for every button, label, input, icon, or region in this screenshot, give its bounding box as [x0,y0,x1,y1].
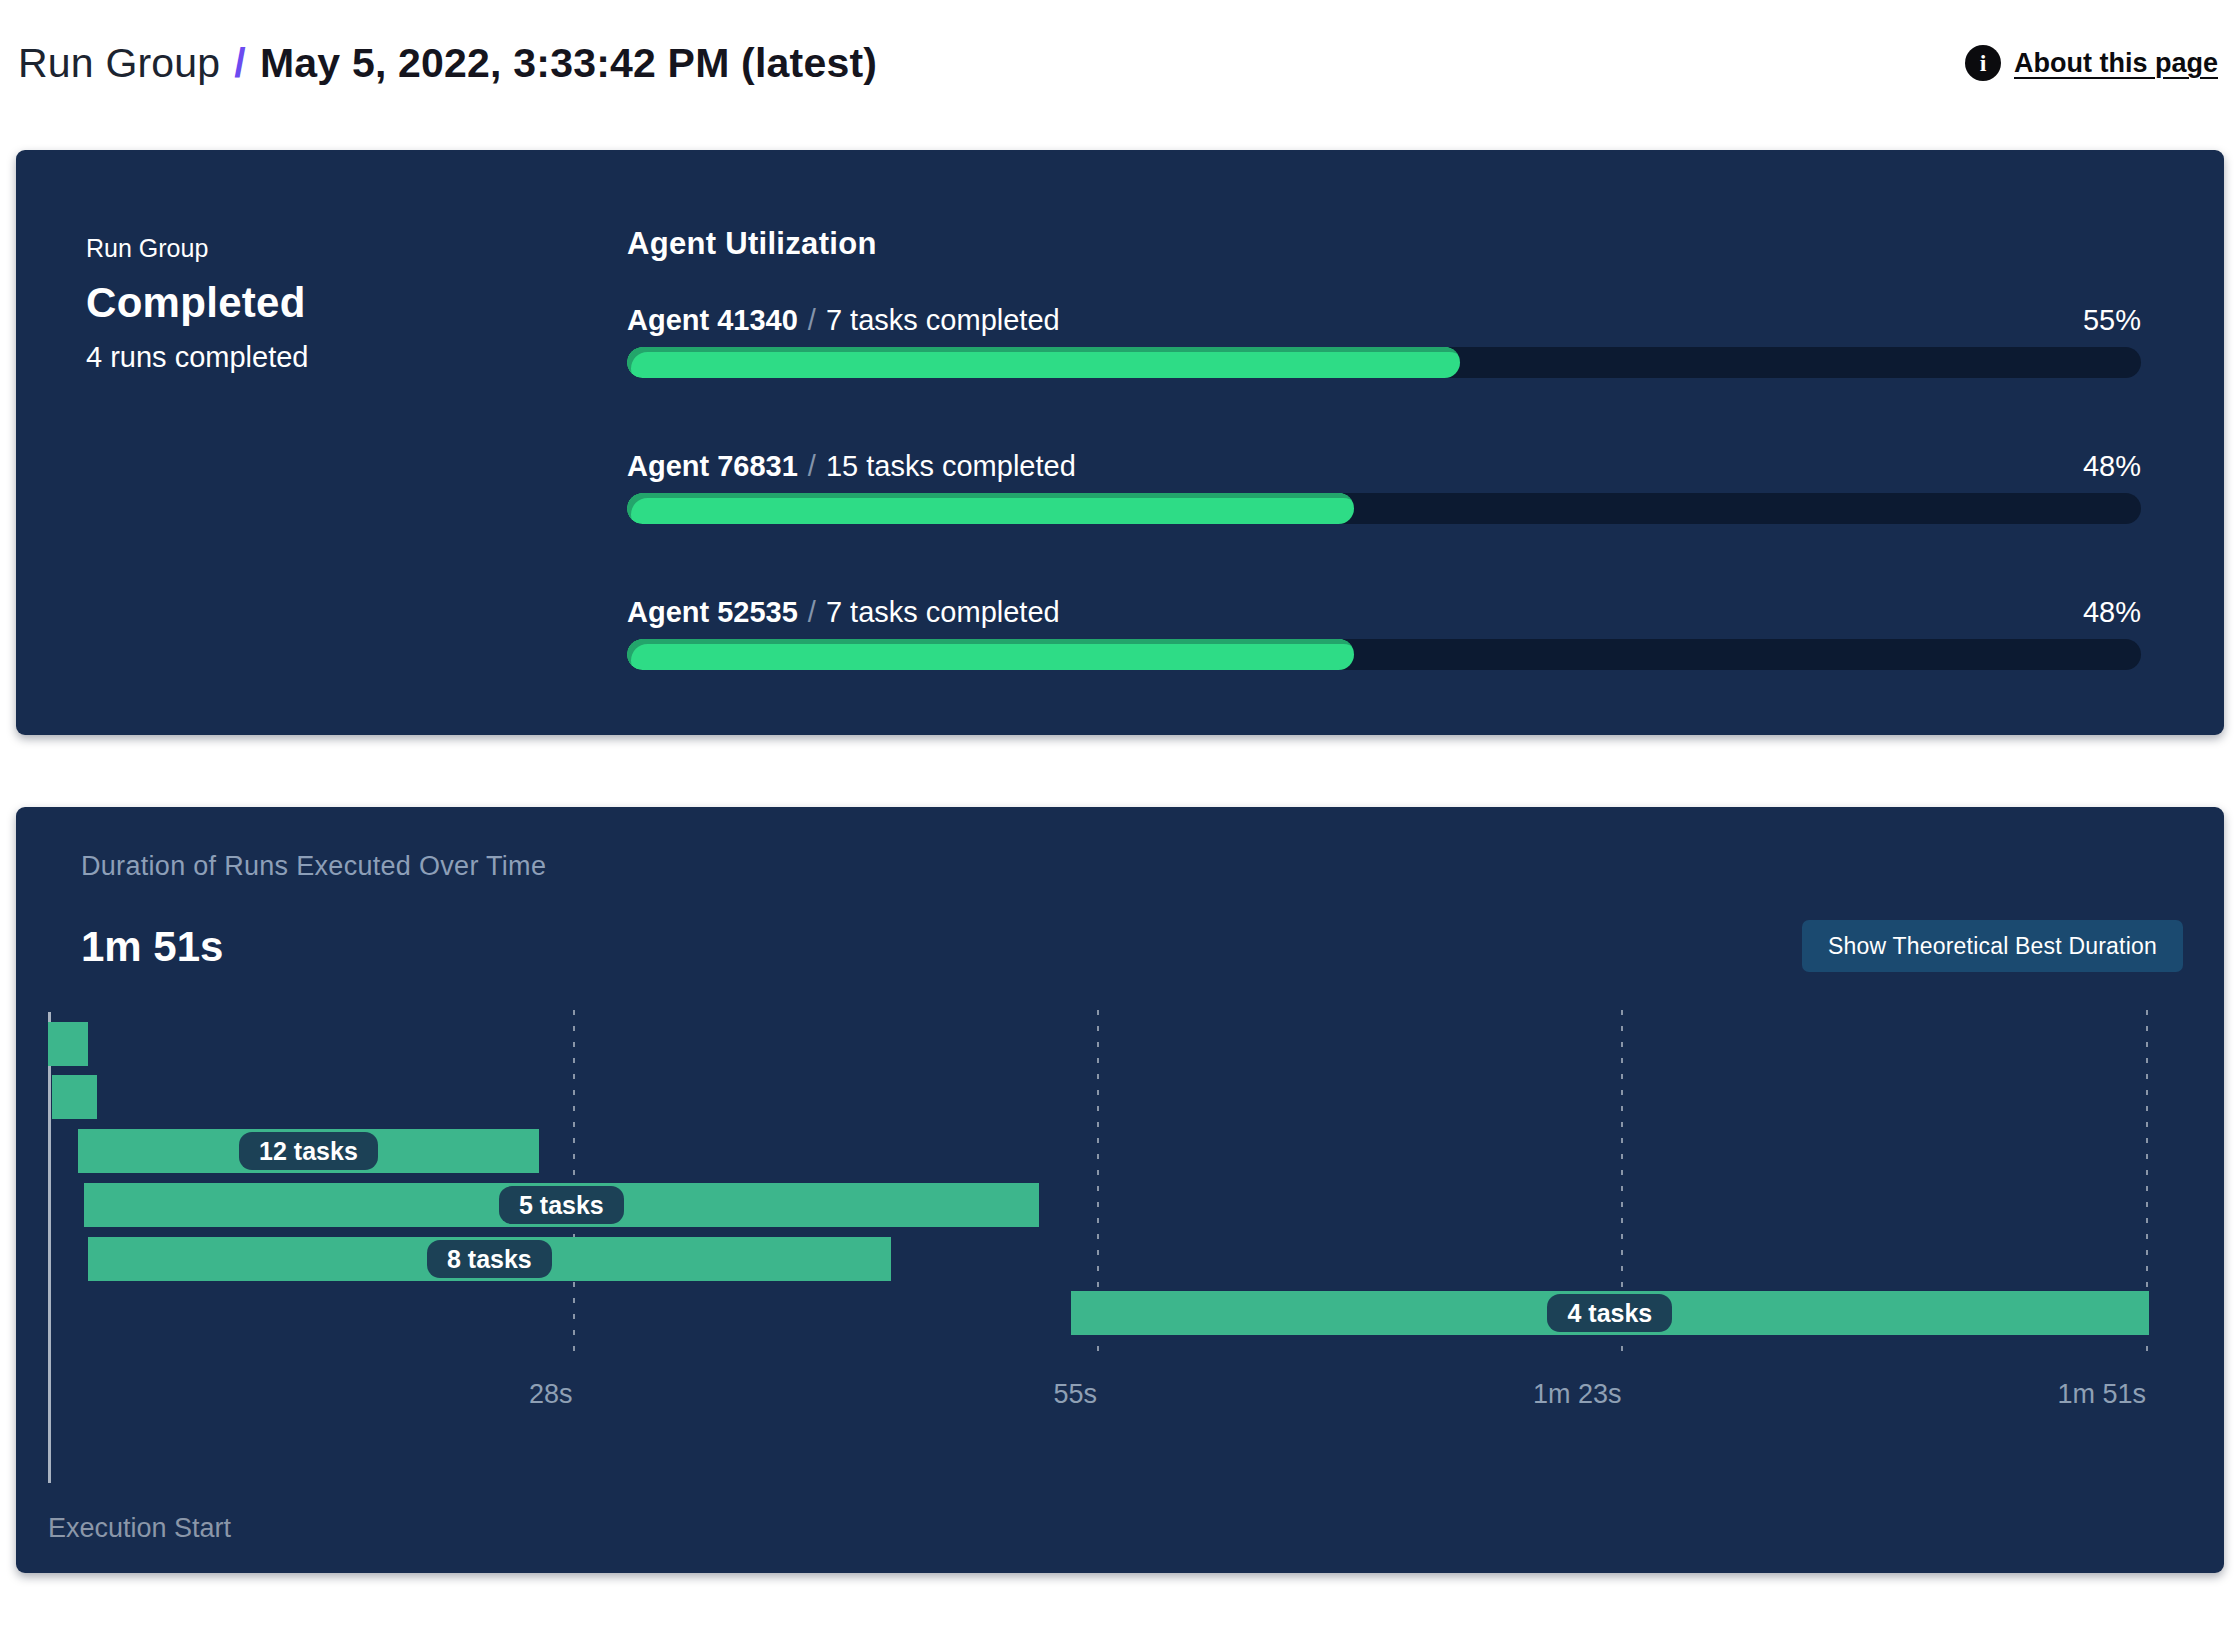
breadcrumb: Run Group / May 5, 2022, 3:33:42 PM (lat… [18,40,877,87]
x-tick-label: 55s [1054,1379,1099,1410]
utilization-progress-fill [627,493,1354,524]
agent-label-separator: / [798,596,826,628]
agent-name: Agent 76831 [627,450,798,482]
utilization-progress-fill [627,347,1460,378]
agent-utilization-section: Agent Utilization Agent 41340/7 tasks co… [627,226,2141,735]
agent-utilization-title: Agent Utilization [627,226,2141,262]
run-duration-bar[interactable]: 4 tasks [1071,1291,2149,1335]
agent-utilization-row: Agent 41340/7 tasks completed 55% [627,304,2141,378]
breadcrumb-run-group[interactable]: Run Group [18,40,220,87]
agent-tasks-completed: 15 tasks completed [826,450,1076,482]
run-group-summary-card: Run Group Completed 4 runs completed Age… [16,150,2224,735]
show-theoretical-best-duration-button[interactable]: Show Theoretical Best Duration [1802,920,2183,972]
about-this-page-link[interactable]: About this page [2014,48,2218,79]
task-count-badge: 4 tasks [1547,1294,1672,1332]
about-this-page[interactable]: i About this page [1965,45,2218,81]
task-count-badge: 8 tasks [427,1240,552,1278]
run-duration-bar[interactable]: 8 tasks [88,1237,891,1281]
agent-utilization-percent: 48% [2083,596,2141,629]
utilization-progress-fill [627,639,1354,670]
page-title: May 5, 2022, 3:33:42 PM (latest) [260,40,877,87]
page-header: Run Group / May 5, 2022, 3:33:42 PM (lat… [0,0,2240,108]
runs-completed-count: 4 runs completed [86,341,627,374]
run-duration-bar[interactable] [52,1075,97,1119]
agent-label: Agent 52535/7 tasks completed [627,596,1060,629]
agent-utilization-row: Agent 76831/15 tasks completed 48% [627,450,2141,524]
agent-tasks-completed: 7 tasks completed [826,304,1060,336]
run-duration-bar[interactable] [48,1022,88,1066]
agent-tasks-completed: 7 tasks completed [826,596,1060,628]
run-group-status-column: Run Group Completed 4 runs completed [86,226,627,735]
run-group-status: Completed [86,279,627,327]
info-icon: i [1965,45,2001,81]
agent-name: Agent 52535 [627,596,798,628]
agent-utilization-percent: 48% [2083,450,2141,483]
agent-name: Agent 41340 [627,304,798,336]
breadcrumb-separator: / [234,40,246,87]
agent-label: Agent 41340/7 tasks completed [627,304,1060,337]
x-tick-label: 1m 51s [2057,1379,2147,1410]
run-group-label: Run Group [86,234,627,263]
agent-label-separator: / [798,304,826,336]
execution-start-label: Execution Start [48,1513,231,1544]
x-tick-label: 28s [529,1379,574,1410]
utilization-progress-track [627,347,2141,378]
task-count-badge: 12 tasks [239,1132,378,1170]
duration-chart-title: Duration of Runs Executed Over Time [81,851,546,882]
execution-start-axis-line [48,1012,51,1483]
run-duration-bar[interactable]: 5 tasks [84,1183,1039,1227]
run-duration-bar[interactable]: 12 tasks [78,1129,538,1173]
agent-label: Agent 76831/15 tasks completed [627,450,1076,483]
x-tick-label: 1m 23s [1533,1379,1623,1410]
task-count-badge: 5 tasks [499,1186,624,1224]
total-duration-value: 1m 51s [81,923,223,971]
duration-chart-card: Duration of Runs Executed Over Time 1m 5… [16,807,2224,1573]
agent-utilization-percent: 55% [2083,304,2141,337]
agent-utilization-row: Agent 52535/7 tasks completed 48% [627,596,2141,670]
utilization-progress-track [627,639,2141,670]
utilization-progress-track [627,493,2141,524]
agent-label-separator: / [798,450,826,482]
